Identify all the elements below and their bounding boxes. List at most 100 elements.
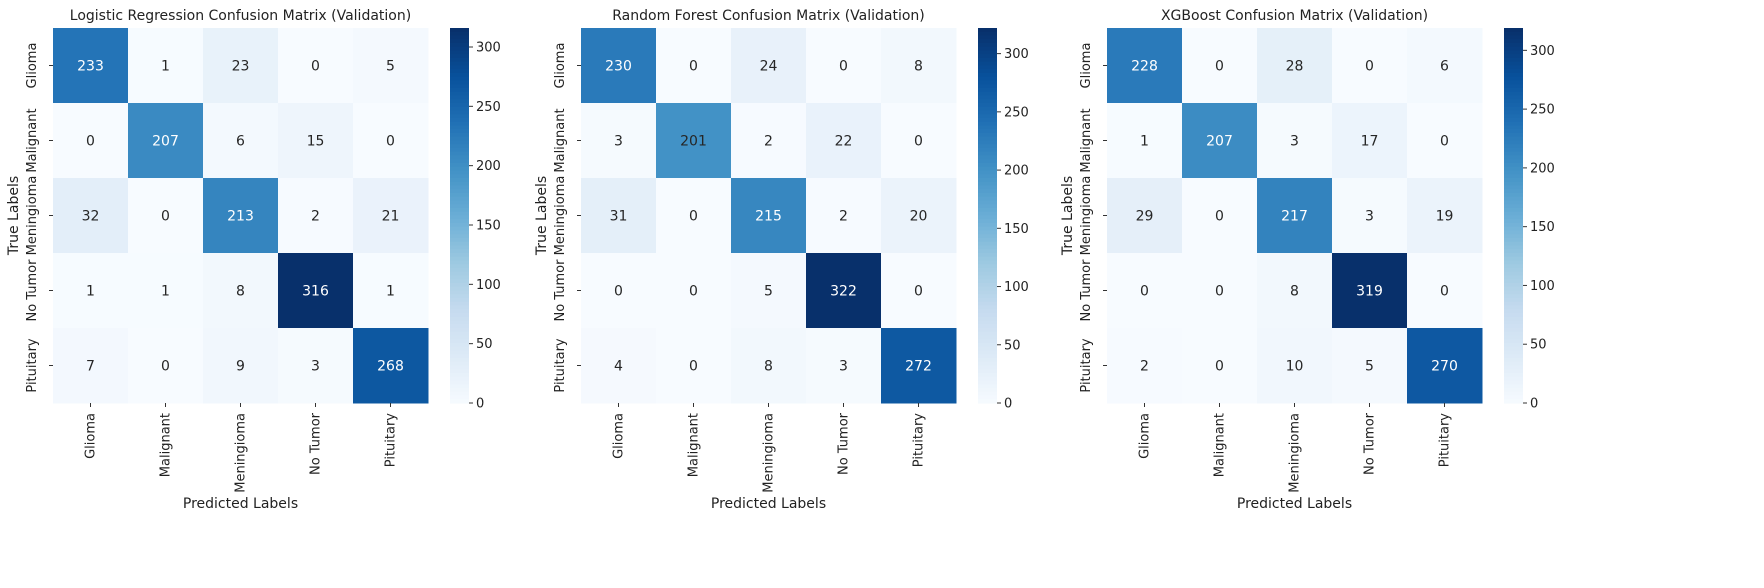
heatmap-cell xyxy=(1107,178,1183,254)
colorbar-segment xyxy=(1504,343,1523,348)
colorbar-segment xyxy=(978,125,997,130)
cell-value-label: 22 xyxy=(835,134,853,150)
colorbar-segment xyxy=(450,343,469,348)
colorbar-segment xyxy=(1504,320,1523,325)
colorbar-tick-label: 150 xyxy=(476,218,501,233)
colorbar-segment xyxy=(1504,144,1523,149)
heatmap-cell xyxy=(1182,103,1258,179)
colorbar-segment xyxy=(978,151,997,157)
colorbar-segment xyxy=(1504,204,1523,209)
colorbar-segment xyxy=(450,354,469,359)
colorbar-segment xyxy=(450,350,469,355)
colorbar-segment xyxy=(1504,114,1523,119)
colorbar-segment xyxy=(978,343,997,348)
colorbar-segment xyxy=(1504,354,1523,359)
colorbar-segment xyxy=(1504,208,1523,213)
colorbar-tick-label: 50 xyxy=(1530,338,1547,353)
colorbar-segment xyxy=(450,46,469,52)
heatmap-cell xyxy=(1332,328,1408,404)
cell-value-label: 268 xyxy=(377,359,404,375)
colorbar-segment xyxy=(1504,275,1523,280)
colorbar-segment xyxy=(978,256,997,262)
colorbar-segment xyxy=(450,121,469,127)
colorbar-segment xyxy=(978,99,997,104)
cell-value-label: 1 xyxy=(161,59,170,75)
cell-value-label: 1 xyxy=(161,284,170,300)
cell-value-label: 319 xyxy=(1356,284,1383,300)
x-tick-label: Malignant xyxy=(159,413,174,477)
cell-value-label: 0 xyxy=(1215,59,1224,75)
colorbar-segment xyxy=(1504,249,1523,254)
cell-value-label: 5 xyxy=(764,284,773,300)
colorbar-segment xyxy=(978,211,997,217)
colorbar-segment xyxy=(450,376,469,382)
colorbar-segment xyxy=(1504,286,1523,292)
colorbar-segment xyxy=(978,316,997,322)
colorbar-segment xyxy=(1504,245,1523,250)
colorbar-tick-label: 0 xyxy=(1530,397,1538,412)
colorbar-segment xyxy=(450,328,469,333)
colorbar: 0 50 100 150 200 250 300 xyxy=(450,28,501,412)
colorbar-segment xyxy=(450,28,469,33)
heatmap-cell xyxy=(278,253,354,329)
heatmap-cell xyxy=(278,178,354,254)
colorbar-segment xyxy=(450,358,469,363)
colorbar-segment xyxy=(1504,234,1523,239)
colorbar-segment xyxy=(1504,155,1523,160)
colorbar-segment xyxy=(450,271,469,277)
colorbar-segment xyxy=(450,313,469,318)
colorbar-segment xyxy=(978,320,997,325)
colorbar-segment xyxy=(1504,28,1523,33)
cell-value-label: 10 xyxy=(1286,359,1304,375)
colorbar-segment xyxy=(978,73,997,78)
colorbar-segment xyxy=(450,399,469,404)
heatmap-cell xyxy=(53,253,129,329)
cell-value-label: 0 xyxy=(689,284,698,300)
cell-value-label: 0 xyxy=(1215,209,1224,225)
colorbar-segment xyxy=(450,69,469,74)
colorbar-segment xyxy=(1504,260,1523,265)
colorbar-segment xyxy=(1504,223,1523,228)
cell-value-label: 0 xyxy=(1440,134,1449,150)
colorbar-segment xyxy=(450,43,469,48)
colorbar-segment xyxy=(1504,106,1523,112)
cell-value-label: 0 xyxy=(1365,59,1374,75)
heatmap-cell xyxy=(1182,28,1258,104)
colorbar-segment xyxy=(450,219,469,224)
colorbar-segment xyxy=(978,350,997,355)
colorbar-segment xyxy=(1504,84,1523,89)
colorbar-segment xyxy=(978,335,997,340)
colorbar-segment xyxy=(978,140,997,145)
colorbar-segment xyxy=(978,144,997,149)
colorbar-tick-label: 250 xyxy=(1530,103,1555,118)
colorbar-segment xyxy=(978,106,997,112)
colorbar-segment xyxy=(978,361,997,367)
x-axis-label: Predicted Labels xyxy=(1237,496,1352,512)
colorbar-segment xyxy=(1504,294,1523,299)
colorbar-segment xyxy=(1504,88,1523,93)
colorbar-segment xyxy=(450,58,469,63)
cell-value-label: 228 xyxy=(1131,59,1158,75)
heatmap-cell xyxy=(731,178,807,254)
heatmap-cell xyxy=(278,28,354,104)
colorbar-segment xyxy=(1504,226,1523,232)
cell-value-label: 0 xyxy=(161,359,170,375)
colorbar-segment xyxy=(978,189,997,194)
colorbar-segment xyxy=(1504,335,1523,340)
colorbar-segment xyxy=(450,260,469,265)
colorbar-segment xyxy=(1504,324,1523,329)
colorbar-segment xyxy=(1504,264,1523,269)
colorbar-segment xyxy=(978,358,997,363)
heatmap-cell xyxy=(203,253,279,329)
colorbar-segment xyxy=(978,215,997,220)
colorbar-segment xyxy=(1504,298,1523,303)
y-tick-label: Glioma xyxy=(1079,43,1094,89)
colorbar-segment xyxy=(1504,125,1523,130)
cell-value-label: 0 xyxy=(689,209,698,225)
colorbar-segment xyxy=(450,301,469,307)
colorbar-segment xyxy=(450,238,469,243)
heatmap-cell xyxy=(581,253,657,329)
x-tick-label: No Tumor xyxy=(837,412,852,475)
colorbar-segment xyxy=(1504,331,1523,337)
